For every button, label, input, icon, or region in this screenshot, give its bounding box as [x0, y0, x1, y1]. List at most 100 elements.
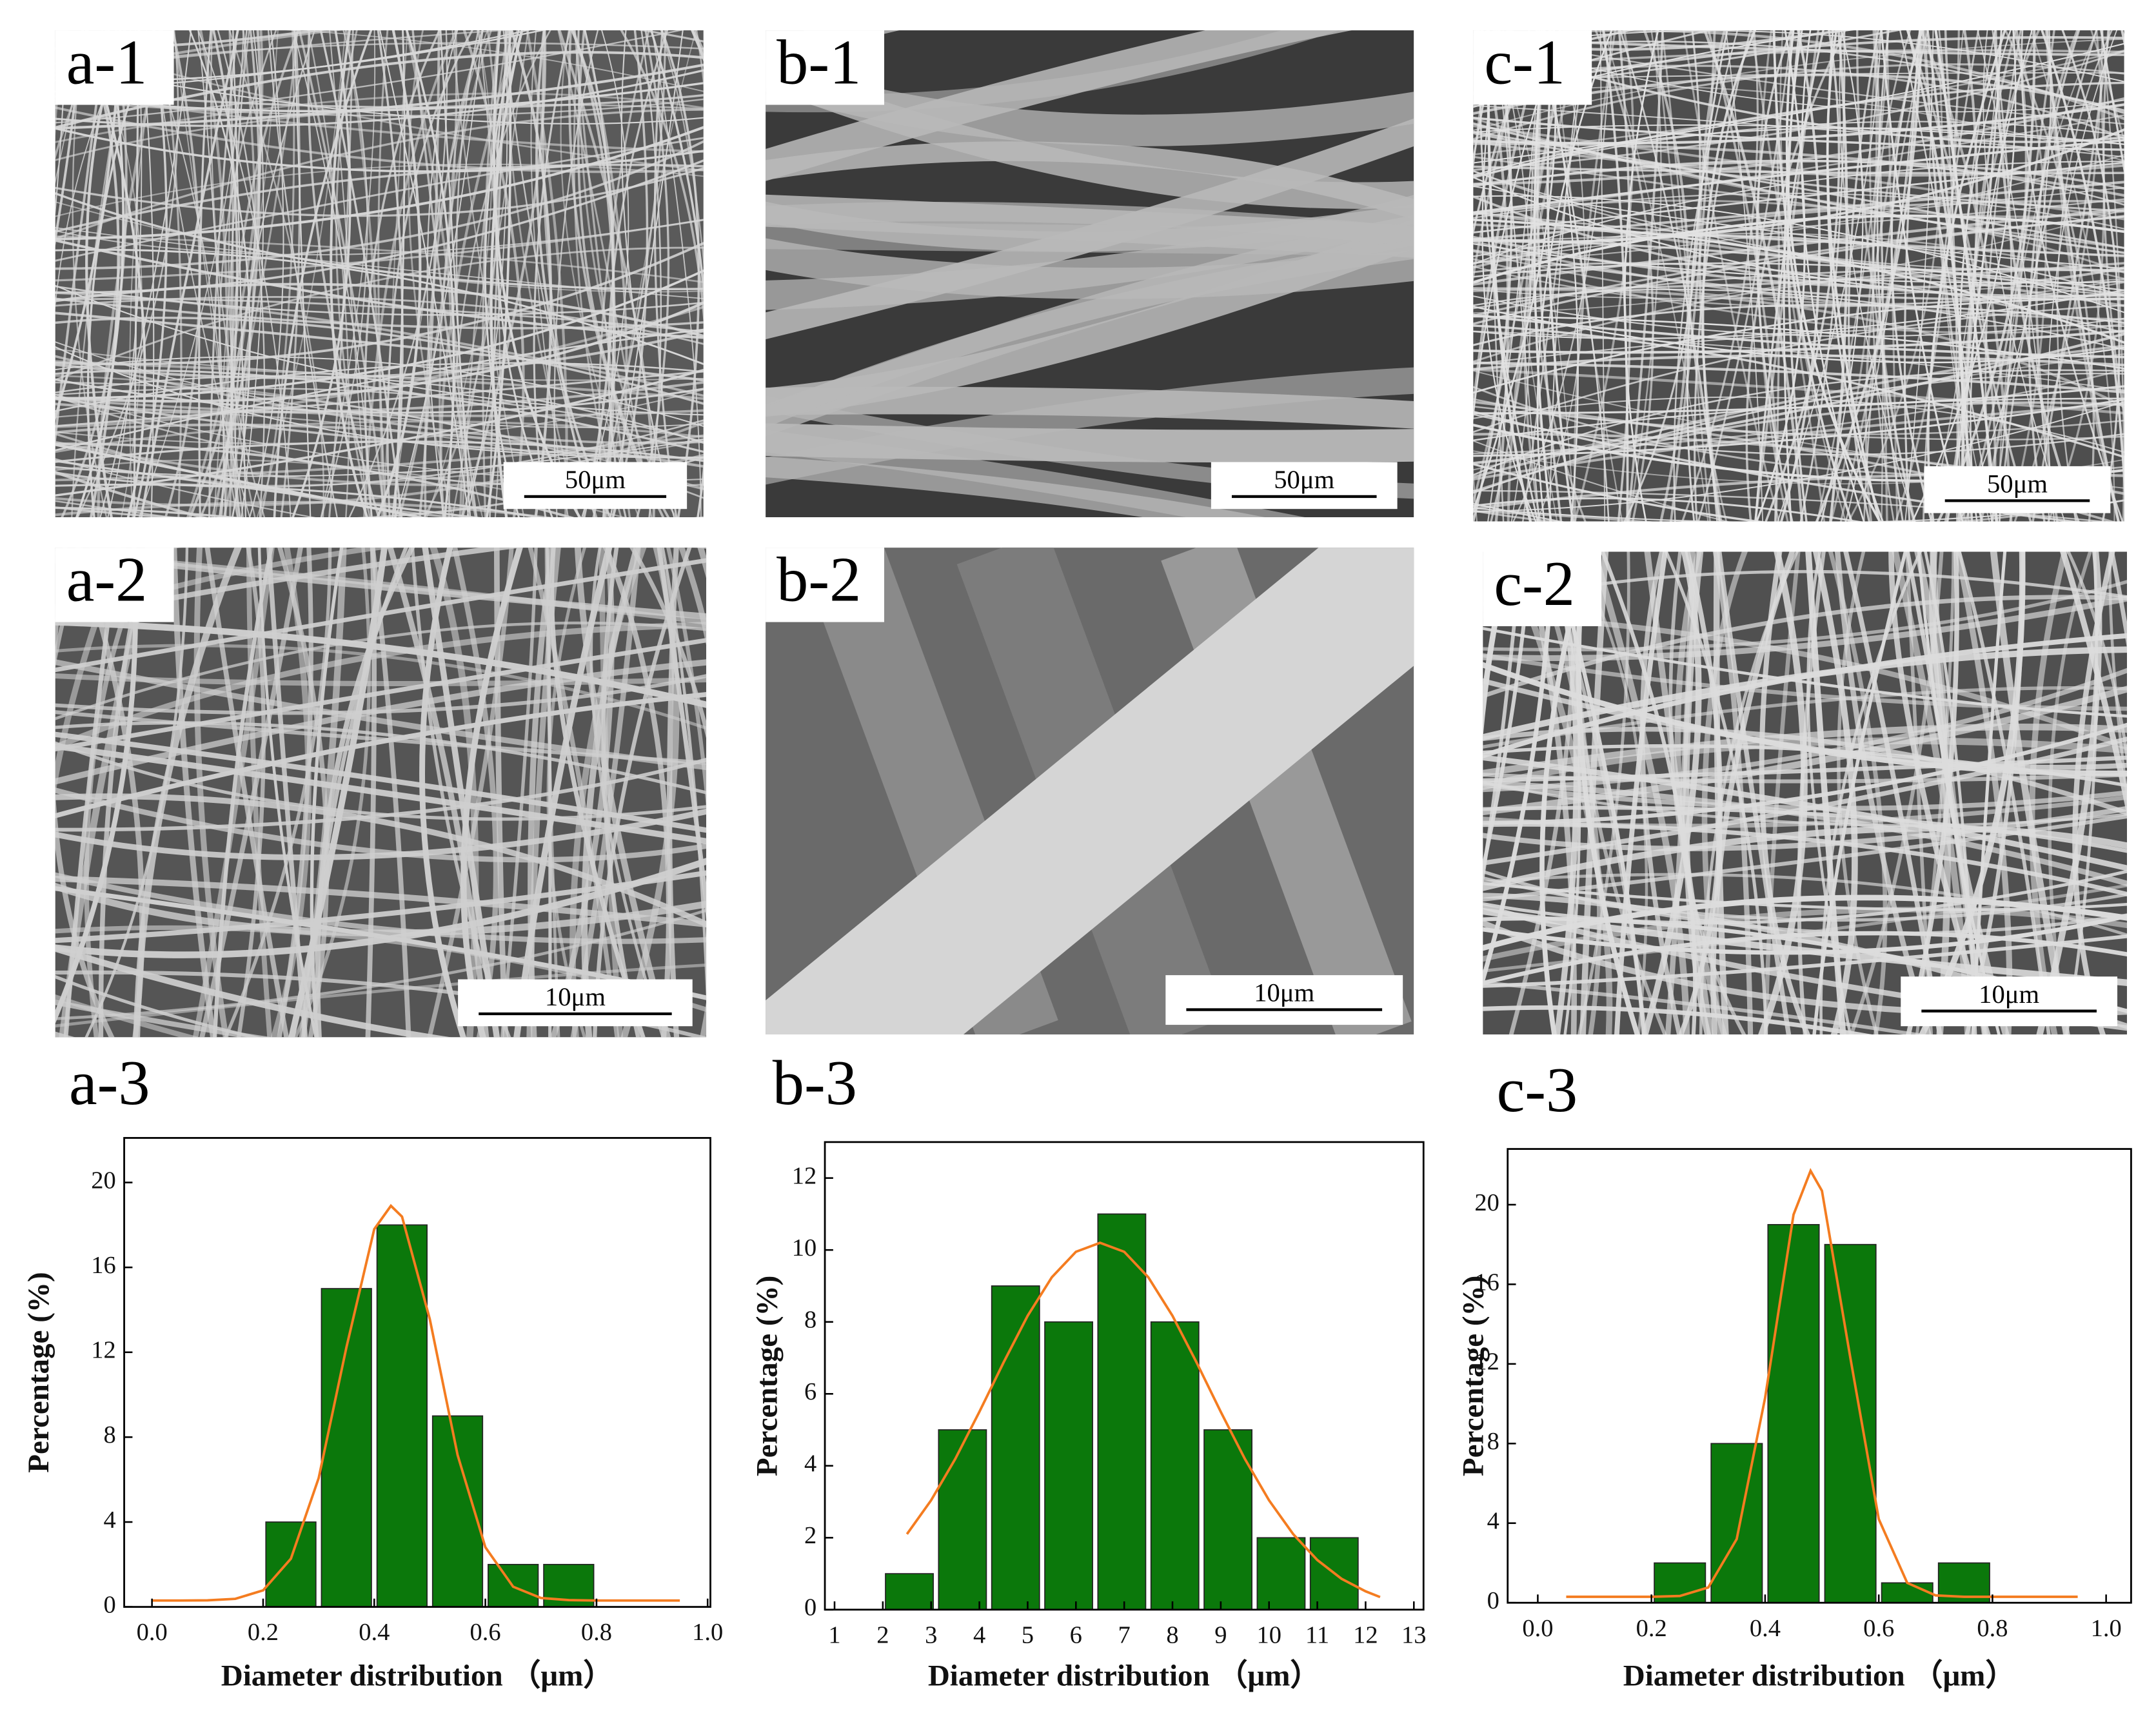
scale-bar-text: 10μm [1979, 980, 2039, 1009]
fiber [2060, 551, 2128, 816]
fiber [55, 292, 704, 397]
fiber [1473, 361, 2124, 394]
x-tick-label: 10 [1256, 1622, 1281, 1649]
fiber [466, 30, 508, 518]
bar [1824, 1243, 1877, 1604]
y-axis-title: Percentage (%) [22, 1272, 55, 1472]
fiber [1473, 159, 2124, 206]
fiber [1849, 551, 1944, 1035]
y-tick-label: 8 [1487, 1428, 1499, 1455]
fiber [55, 137, 704, 262]
fiber [1965, 30, 2017, 522]
fiber [1473, 195, 2124, 313]
fiber [1623, 30, 1701, 522]
y-tick-label: 16 [1474, 1269, 1499, 1296]
fiber [55, 246, 704, 381]
label-box [1473, 30, 1592, 105]
fiber [199, 30, 230, 518]
fiber [1473, 208, 2124, 286]
fiber [1899, 30, 1993, 522]
fiber [1473, 385, 2124, 415]
fiber [55, 644, 707, 730]
fiber [1473, 304, 2124, 346]
fiber [55, 500, 553, 518]
fiber [1473, 289, 2124, 339]
fiber [1483, 1005, 1872, 1035]
fiber [285, 30, 704, 92]
scale-bar-text: 50μm [1987, 470, 2048, 499]
fiber [1483, 580, 2128, 652]
fiber [1512, 30, 1612, 522]
fiber [411, 30, 477, 518]
fiber [766, 239, 1414, 428]
y-tick-label: 12 [792, 1162, 816, 1189]
x-axis-title: Diameter distribution （μm） [928, 1659, 1321, 1693]
fiber [55, 397, 704, 460]
x-tick-label: 0.6 [1863, 1615, 1894, 1642]
fiber [1483, 806, 2128, 851]
label-box [55, 30, 174, 105]
fiber [55, 298, 704, 333]
fiber [2066, 551, 2128, 769]
fiber [766, 367, 1414, 485]
fiber [2008, 30, 2047, 522]
fiber [1579, 551, 1609, 1035]
x-tick-label: 0.6 [470, 1619, 501, 1646]
fiber [55, 438, 704, 477]
fiber [1483, 814, 2128, 902]
fiber [1473, 81, 2124, 179]
fiber [1777, 30, 1882, 522]
fiber [1473, 402, 2124, 481]
y-tick-label: 8 [103, 1421, 115, 1448]
label-box [1483, 551, 1602, 626]
fit-curve [1566, 1168, 2078, 1598]
fiber [620, 30, 704, 324]
fiber [277, 548, 330, 1038]
x-tick-label: 11 [1305, 1622, 1329, 1649]
fiber [1483, 795, 2128, 829]
fiber [1594, 30, 1654, 522]
fiber [1483, 551, 1486, 564]
fiber [1681, 30, 1759, 522]
fiber [55, 30, 73, 32]
x-tick-label: 1.0 [2091, 1615, 2122, 1642]
fiber [1483, 884, 2128, 973]
fiber [345, 30, 384, 518]
fiber [1473, 462, 1765, 522]
y-tick-label: 4 [103, 1507, 115, 1534]
bar [1044, 1321, 1093, 1610]
fiber [55, 659, 707, 785]
fiber [569, 548, 647, 1038]
fiber [2110, 551, 2128, 649]
fiber [55, 219, 704, 256]
fiber [546, 548, 587, 1038]
y-tick-label: 12 [91, 1337, 115, 1364]
fiber [55, 621, 707, 720]
fiber [2041, 30, 2124, 498]
fiber [423, 30, 499, 518]
fiber [1946, 30, 2003, 522]
fiber [55, 106, 704, 173]
x-tick-label: 8 [1166, 1622, 1178, 1649]
fiber [1483, 726, 2128, 816]
bar [1710, 1443, 1763, 1604]
fiber [55, 434, 704, 482]
fiber [1473, 211, 2124, 257]
panel-label: a-3 [69, 1048, 150, 1118]
y-tick-label: 6 [804, 1378, 816, 1405]
fiber [1473, 489, 2110, 522]
x-tick-label: 3 [925, 1622, 937, 1649]
fiber [766, 59, 1414, 209]
fiber [1837, 551, 1879, 1035]
bar [265, 1521, 317, 1608]
fiber [1473, 139, 2124, 214]
fiber [107, 30, 143, 518]
fiber [1983, 30, 2066, 522]
fiber [1473, 297, 2124, 394]
fiber [55, 459, 482, 518]
fiber [55, 370, 704, 428]
fiber [1839, 30, 1915, 522]
fiber [1473, 509, 1652, 522]
fiber [55, 442, 575, 518]
x-tick-label: 12 [1353, 1622, 1378, 1649]
